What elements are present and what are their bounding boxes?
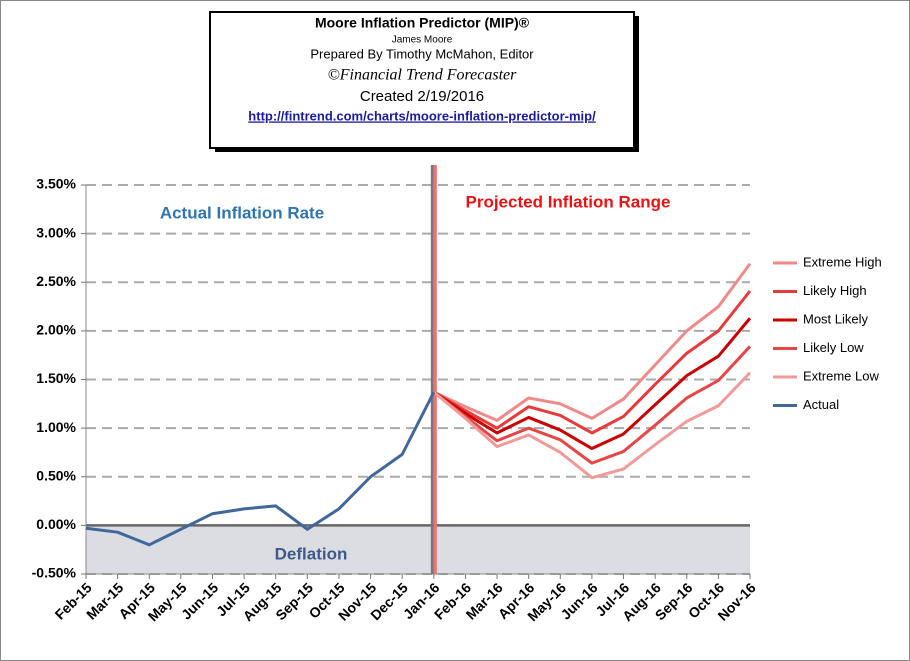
legend-label: Likely Low [803,340,864,355]
created: Created 2/19/2016 [360,88,484,105]
legend-label: Likely High [803,283,867,298]
y-tick-label: 2.00% [36,322,76,338]
series-line [433,262,752,422]
series-line [432,371,752,480]
legend-label: Actual [803,397,839,412]
annotation: Actual Inflation Rate [160,203,324,222]
header-box [209,11,635,149]
chart-title: Moore Inflation Predictor (MIP)® [315,15,530,31]
y-tick-label: 0.00% [36,516,76,532]
url-link[interactable]: http://fintrend.com/charts/moore-inflati… [248,108,596,123]
series-line [432,345,752,465]
y-tick-label: 0.50% [36,467,76,483]
series-line [432,317,752,451]
y-tick-label: 2.50% [36,273,76,289]
legend-label: Extreme High [803,254,882,269]
series-line [85,391,436,547]
copyright: ©Financial Trend Forecaster [328,67,518,84]
y-tick-label: 3.00% [36,224,76,240]
deflation-zone [86,525,750,574]
prepared-by: Prepared By Timothy McMahon, Editor [310,46,534,61]
y-tick-label: 3.50% [36,176,76,192]
y-tick-label: -0.50% [32,565,77,581]
author: James Moore [392,35,453,46]
y-tick-label: 1.50% [36,370,76,386]
annotation: Projected Inflation Range [466,192,671,211]
annotation: Deflation [275,544,348,563]
series-line [433,290,752,435]
y-tick-label: 1.00% [36,419,76,435]
legend-label: Extreme Low [803,368,879,383]
legend-label: Most Likely [803,311,869,326]
